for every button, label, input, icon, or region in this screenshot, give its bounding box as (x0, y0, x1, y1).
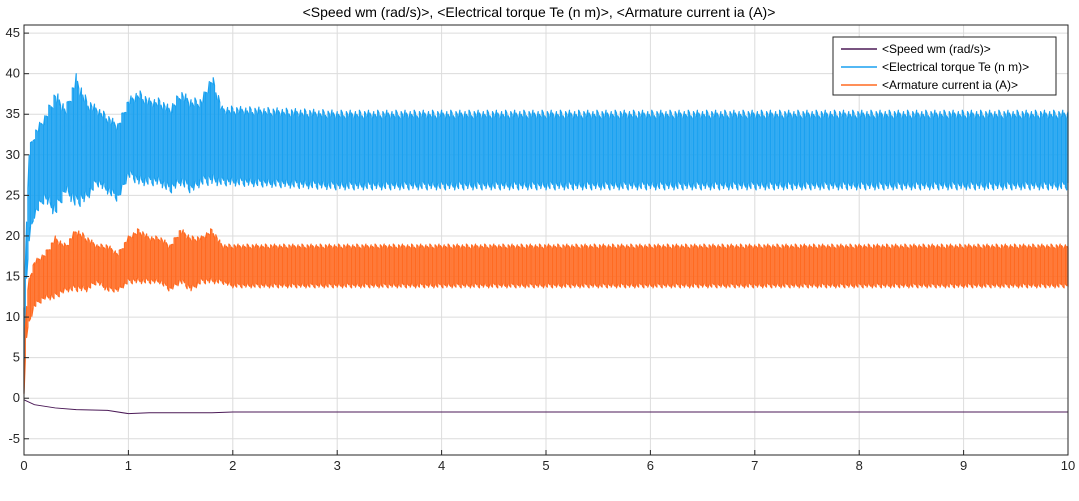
y-tick-label: 35 (6, 106, 20, 121)
x-tick-label: 1 (125, 458, 132, 473)
series-line (23, 228, 1069, 395)
legend-label: <Armature current ia (A)> (882, 78, 1018, 92)
x-tick-label: 8 (856, 458, 863, 473)
series-group (23, 228, 1069, 395)
y-tick-label: 30 (6, 147, 20, 162)
x-tick-label: 5 (542, 458, 549, 473)
legend-label: <Speed wm (rad/s)> (882, 42, 991, 56)
x-tick-label: 3 (334, 458, 341, 473)
x-tick-label: 10 (1061, 458, 1075, 473)
y-tick-label: 10 (6, 309, 20, 324)
y-tick-label: 25 (6, 187, 20, 202)
x-tick-label: 7 (751, 458, 758, 473)
chart-title: <Speed wm (rad/s)>, <Electrical torque T… (303, 4, 776, 20)
y-tick-label: -5 (8, 431, 20, 446)
y-tick-label: 40 (6, 66, 20, 81)
series-layer (23, 73, 1069, 415)
x-tick-label: 9 (960, 458, 967, 473)
series-line (23, 73, 1069, 394)
legend-label: <Electrical torque Te (n m)> (882, 60, 1029, 74)
x-tick-label: 6 (647, 458, 654, 473)
y-tick-label: 20 (6, 228, 20, 243)
series-group (23, 73, 1069, 394)
y-tick-label: 5 (13, 350, 20, 365)
series-line (23, 399, 1068, 415)
x-tick-label: 2 (229, 458, 236, 473)
x-tick-label: 4 (438, 458, 445, 473)
y-tick-label: 45 (6, 25, 20, 40)
y-tick-label: 15 (6, 269, 20, 284)
y-tick-label: 0 (13, 390, 20, 405)
series-group (23, 399, 1068, 415)
legend: <Speed wm (rad/s)> <Electrical torque Te … (832, 36, 1057, 96)
x-tick-label: 0 (20, 458, 27, 473)
